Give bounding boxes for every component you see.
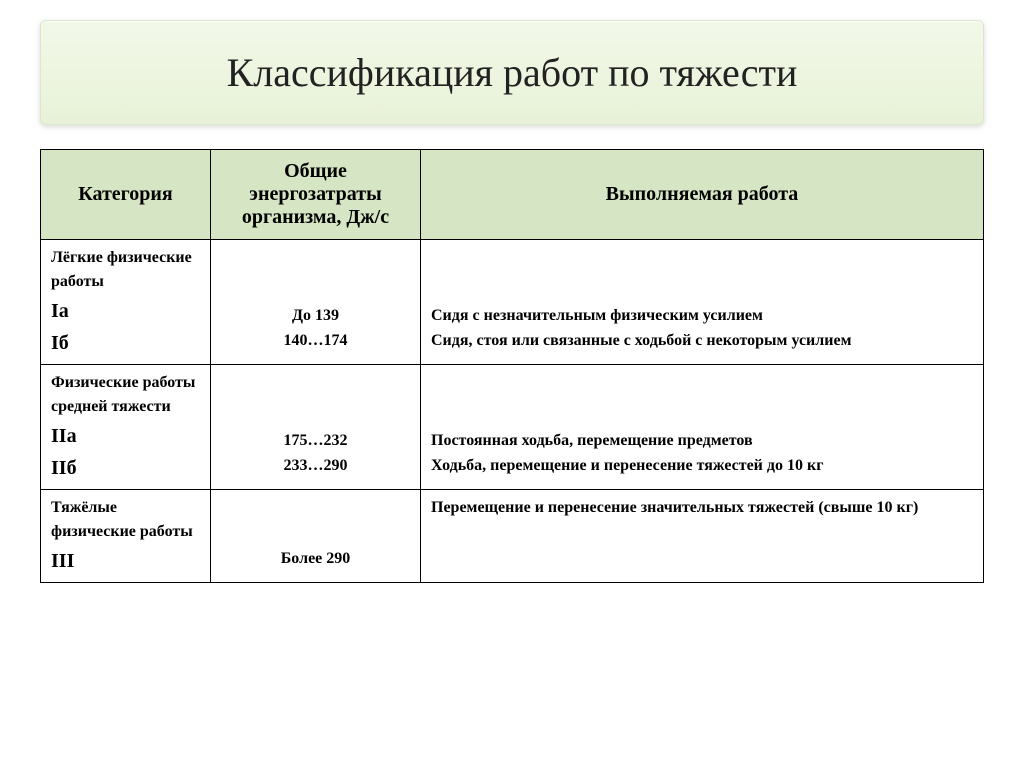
energy-value: 140…174 <box>221 328 410 354</box>
cell-work: Постоянная ходьба, перемещение предметов… <box>421 365 984 490</box>
category-title: Физические работы средней тяжести <box>51 371 200 419</box>
cell-work: Сидя с незначительным физическим усилием… <box>421 240 984 365</box>
work-desc: Перемещение и перенесение значительных т… <box>431 496 973 521</box>
classification-table: Категория Общие энергозатраты организма,… <box>40 149 984 583</box>
header-category: Категория <box>41 150 211 240</box>
cell-energy: До 139 140…174 <box>211 240 421 365</box>
category-sub: Iа <box>51 296 200 326</box>
page-title: Классификация работ по тяжести <box>61 49 963 96</box>
work-desc: Сидя с незначительным физическим усилием <box>431 304 973 329</box>
category-title: Тяжёлые физические работы <box>51 496 200 544</box>
category-sub: Iб <box>51 328 200 358</box>
header-work: Выполняемая работа <box>421 150 984 240</box>
cell-category: Физические работы средней тяжести IIа II… <box>41 365 211 490</box>
energy-value: До 139 <box>221 303 410 329</box>
energy-value: Более 290 <box>221 546 410 572</box>
energy-value: 233…290 <box>221 453 410 479</box>
table-row: Тяжёлые физические работы III Более 290 … <box>41 490 984 583</box>
cell-work: Перемещение и перенесение значительных т… <box>421 490 984 583</box>
title-panel: Классификация работ по тяжести <box>40 20 984 125</box>
work-desc: Ходьба, перемещение и перенесение тяжест… <box>431 454 973 479</box>
cell-category: Лёгкие физические работы Iа Iб <box>41 240 211 365</box>
header-energy: Общие энергозатраты организма, Дж/с <box>211 150 421 240</box>
work-desc: Постоянная ходьба, перемещение предметов <box>431 429 973 454</box>
cell-energy: Более 290 <box>211 490 421 583</box>
cell-energy: 175…232 233…290 <box>211 365 421 490</box>
table-header-row: Категория Общие энергозатраты организма,… <box>41 150 984 240</box>
table-row: Лёгкие физические работы Iа Iб До 139 14… <box>41 240 984 365</box>
energy-value: 175…232 <box>221 428 410 454</box>
category-sub: IIб <box>51 453 200 483</box>
category-title: Лёгкие физические работы <box>51 246 200 294</box>
category-sub: III <box>51 546 200 576</box>
table-row: Физические работы средней тяжести IIа II… <box>41 365 984 490</box>
work-desc: Сидя, стоя или связанные с ходьбой с нек… <box>431 329 973 354</box>
category-sub: IIа <box>51 421 200 451</box>
cell-category: Тяжёлые физические работы III <box>41 490 211 583</box>
